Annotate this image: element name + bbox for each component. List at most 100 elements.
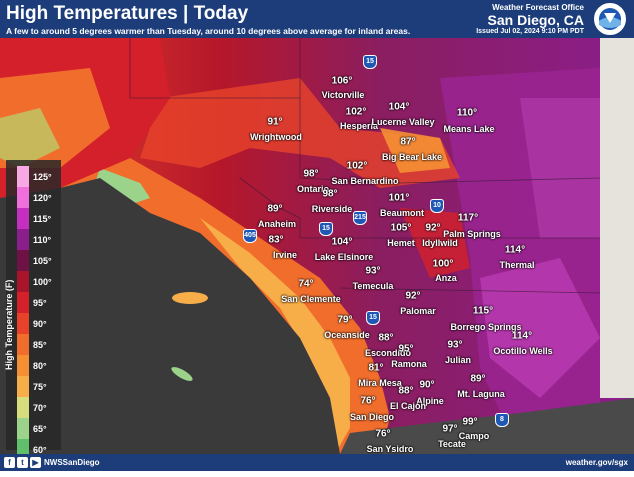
legend-item: 110° xyxy=(17,229,61,250)
legend-swatch xyxy=(17,208,29,229)
social-icons: f t ▶ xyxy=(4,457,41,468)
twitter-icon[interactable]: t xyxy=(17,457,28,468)
legend-item: 115° xyxy=(17,208,61,229)
legend-swatch xyxy=(17,355,29,376)
place-temp: 81° xyxy=(368,362,384,374)
place-name: Borrego Springs xyxy=(450,322,522,332)
highway-10-icon: 10 xyxy=(430,199,444,213)
place-name: Lucerne Valley xyxy=(371,117,435,127)
website-link[interactable]: weather.gov/sgx xyxy=(565,458,628,467)
legend-scale: 125° 120° 115° 110° 105° 100° 95° 90° 85° 80° 75° 7… xyxy=(17,166,61,460)
place-temp: 83° xyxy=(268,234,284,246)
place-name: Campo xyxy=(458,431,490,441)
place-temp: 114° xyxy=(511,330,533,342)
place-temp: 92° xyxy=(425,222,441,234)
place-name: San Bernardino xyxy=(331,176,399,186)
social-handle: NWSSanDiego xyxy=(44,458,100,467)
legend-item: 85° xyxy=(17,334,61,355)
map-subtitle: A few to around 5 degrees warmer than Tu… xyxy=(6,26,411,36)
place-name: Idyllwild xyxy=(422,238,458,248)
legend-item: 80° xyxy=(17,355,61,376)
legend-label: 110° xyxy=(33,234,52,245)
place-temp: 104° xyxy=(388,101,410,113)
legend-item: 95° xyxy=(17,292,61,313)
temperature-map: 15 10 215 15 405 15 8 106° Victorville 1… xyxy=(0,38,634,454)
place-name: Means Lake xyxy=(443,124,495,134)
place-temp: 101° xyxy=(388,192,410,204)
footer-bar: f t ▶ NWSSanDiego weather.gov/sgx xyxy=(0,454,634,471)
place-name: San Ysidro xyxy=(366,444,414,454)
header-bar: High Temperatures | Today A few to aroun… xyxy=(0,0,634,38)
place-name: Palm Springs xyxy=(443,229,501,239)
place-temp: 93° xyxy=(365,265,381,277)
legend-swatch xyxy=(17,418,29,439)
place-temp: 79° xyxy=(337,314,353,326)
place-name: Escondido xyxy=(364,348,412,358)
place-temp: 90° xyxy=(419,379,435,391)
issued-time: Issued Jul 02, 2024 9:10 PM PDT xyxy=(476,28,584,35)
place-temp: 110° xyxy=(456,107,478,119)
place-name: Beaumont xyxy=(379,208,425,218)
legend-title: High Temperature (F) xyxy=(4,279,14,370)
place-temp: 99° xyxy=(462,416,478,428)
legend-swatch xyxy=(17,166,29,187)
legend-swatch xyxy=(17,376,29,397)
legend-label: 70° xyxy=(33,402,47,413)
legend-swatch xyxy=(17,271,29,292)
place-name: El Cajon xyxy=(389,401,427,411)
place-name: Palomar xyxy=(400,306,436,316)
place-temp: 115° xyxy=(472,305,494,317)
place-temp: 92° xyxy=(405,290,421,302)
place-name: Anaheim xyxy=(257,219,297,229)
legend-swatch xyxy=(17,292,29,313)
place-name: Riverside xyxy=(311,204,353,214)
youtube-icon[interactable]: ▶ xyxy=(30,457,41,468)
map-title: High Temperatures | Today xyxy=(6,3,249,24)
place-temp: 95° xyxy=(398,343,414,355)
legend-swatch xyxy=(17,397,29,418)
highway-15-icon: 15 xyxy=(319,222,333,236)
place-name: Hesperia xyxy=(339,121,379,131)
office-info: Weather Forecast Office San Diego, CA Is… xyxy=(384,3,584,35)
highway-15-icon: 15 xyxy=(363,55,377,69)
legend-swatch xyxy=(17,313,29,334)
legend-swatch xyxy=(17,250,29,271)
place-temp: 91° xyxy=(267,116,283,128)
place-name: Anza xyxy=(435,273,457,283)
bottom-margin xyxy=(0,471,634,477)
place-name: Ontario xyxy=(296,184,330,194)
place-temp: 102° xyxy=(346,160,368,172)
place-name: Victorville xyxy=(321,90,365,100)
place-temp: 104° xyxy=(331,236,353,248)
place-name: Irvine xyxy=(272,250,298,260)
place-name: Oceanside xyxy=(324,330,370,340)
place-temp: 106° xyxy=(331,75,353,87)
temperature-legend: High Temperature (F) 125° 120° 115° 110° 105… xyxy=(4,160,61,460)
place-name: Tecate xyxy=(438,439,466,449)
office-label: Weather Forecast Office xyxy=(492,3,584,12)
legend-swatch xyxy=(17,334,29,355)
place-temp: 97° xyxy=(442,423,458,435)
place-temp: 98° xyxy=(303,168,319,180)
facebook-icon[interactable]: f xyxy=(4,457,15,468)
place-temp: 98° xyxy=(322,188,338,200)
office-location: San Diego, CA xyxy=(487,12,584,28)
legend-label: 100° xyxy=(33,276,52,287)
legend-swatch xyxy=(17,187,29,208)
place-name: Temecula xyxy=(352,281,394,291)
legend-label: 125° xyxy=(33,171,52,182)
legend-label: 85° xyxy=(33,339,47,350)
legend-label: 95° xyxy=(33,297,47,308)
place-temp: 76° xyxy=(375,428,391,440)
place-temp: 102° xyxy=(345,106,367,118)
legend-item: 120° xyxy=(17,187,61,208)
legend-label: 120° xyxy=(33,192,52,203)
legend-label: 105° xyxy=(33,255,52,266)
place-name: Hemet xyxy=(387,238,415,248)
place-temp: 117° xyxy=(457,212,479,224)
place-name: Alpine xyxy=(416,396,444,406)
place-name: Thermal xyxy=(499,260,535,270)
legend-item: 70° xyxy=(17,397,61,418)
place-name: Lake Elsinore xyxy=(314,252,374,262)
place-temp: 88° xyxy=(398,385,414,397)
